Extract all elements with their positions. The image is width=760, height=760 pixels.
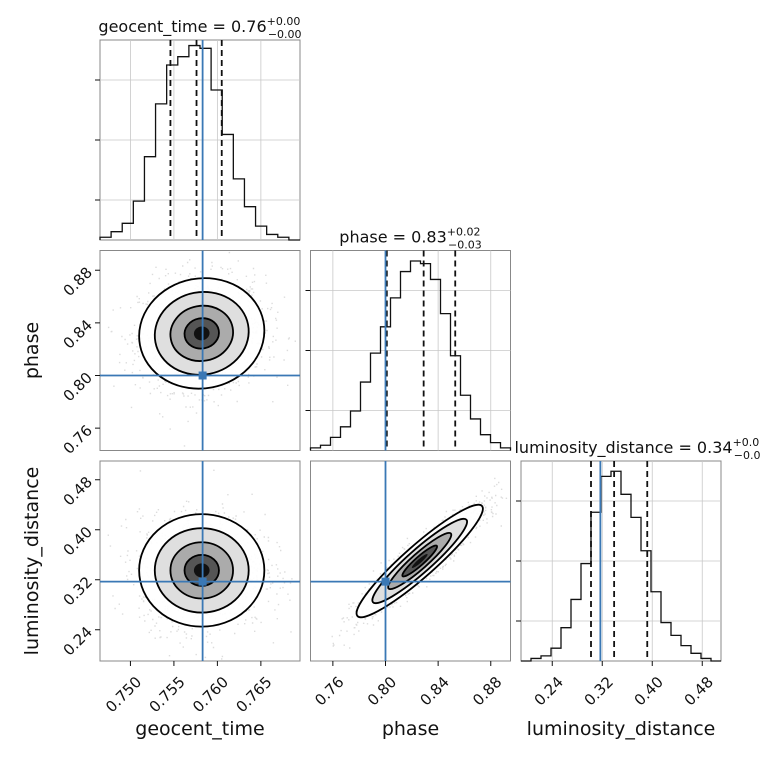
x-tick-label: 0.80 [364,673,400,709]
panel-content [100,461,300,661]
contour-1 [153,291,250,376]
scatter-panel-phase-luminosity_distance [310,460,511,662]
x-tick-label: 0.40 [631,673,667,709]
x-axis-title-phase: phase [382,718,439,740]
contour-3 [401,544,438,578]
truth-marker [198,371,207,380]
y-axis-title-luminosity_distance: luminosity_distance [21,467,43,656]
x-tick-label: 0.48 [681,673,717,709]
contour-2 [387,531,453,591]
x-tick-label: 0.760 [189,673,232,716]
density-level-4 [411,553,428,569]
panel-content [310,461,511,661]
scatter-panel-geocent_time-phase [99,250,301,451]
panel-title-geocent_time: geocent_time = 0.76+0.00 −0.00 [98,15,301,41]
x-axis-title-geocent_time: geocent_time [135,718,264,740]
panel-title-luminosity_distance: luminosity_distance = 0.34+0.05−0.05 [514,436,760,462]
contour-0 [355,503,484,619]
x-tick-label: 0.24 [531,673,567,709]
y-axis-phase: 0.76 0.80 0.84 0.88 phase [21,264,100,458]
hist-panel-phase: phase = 0.83+0.02 −0.03 [305,226,512,451]
x-tick-label: 0.32 [581,673,617,709]
x-tick-label: 0.84 [417,673,453,709]
x-tick-label: 0.76 [311,673,347,709]
panel-content [100,250,300,451]
y-tick-label: 0.80 [60,369,96,405]
x-tick-label: 0.750 [102,673,145,716]
contour-3 [183,317,220,350]
x-tick-label: 0.88 [469,673,505,709]
contour-0 [138,277,266,390]
x-axis-title-luminosity_distance: luminosity_distance [527,718,716,740]
hist-step-phase [309,260,512,451]
scatter-panel-geocent_time-luminosity_distance [99,460,301,662]
y-tick-label: 0.84 [60,316,96,352]
hist-step-geocent_time [99,44,300,241]
x-tick-label: 0.765 [233,673,276,716]
truth-marker [381,577,390,586]
y-tick-label: 0.48 [60,473,96,509]
x-tick-label: 0.755 [146,673,189,716]
y-tick-label: 0.32 [60,573,96,609]
y-tick-label: 0.88 [60,264,96,300]
hist-panel-geocent_time: geocent_time = 0.76+0.00 −0.00 [95,15,302,241]
hist-step-luminosity_distance [521,470,721,662]
y-tick-label: 0.40 [60,523,96,559]
x-axis-phase: 0.76 0.80 0.84 0.88 phase [311,661,506,740]
panel-title-phase: phase = 0.83+0.02 −0.03 [339,226,481,252]
y-tick-label: 0.76 [60,421,96,457]
y-axis-luminosity_distance: 0.24 0.32 0.40 0.48 luminosity_distance [21,467,100,659]
truth-marker [198,577,207,586]
y-tick-label: 0.24 [60,623,96,659]
hist-panel-luminosity_distance: luminosity_distance = 0.34+0.05−0.05 [514,436,760,662]
y-axis-title-phase: phase [21,322,43,379]
x-axis-luminosity_distance: 0.24 0.32 0.40 0.48 luminosity_distance [527,661,717,740]
contour-2 [169,304,234,362]
contour-1 [371,517,468,605]
